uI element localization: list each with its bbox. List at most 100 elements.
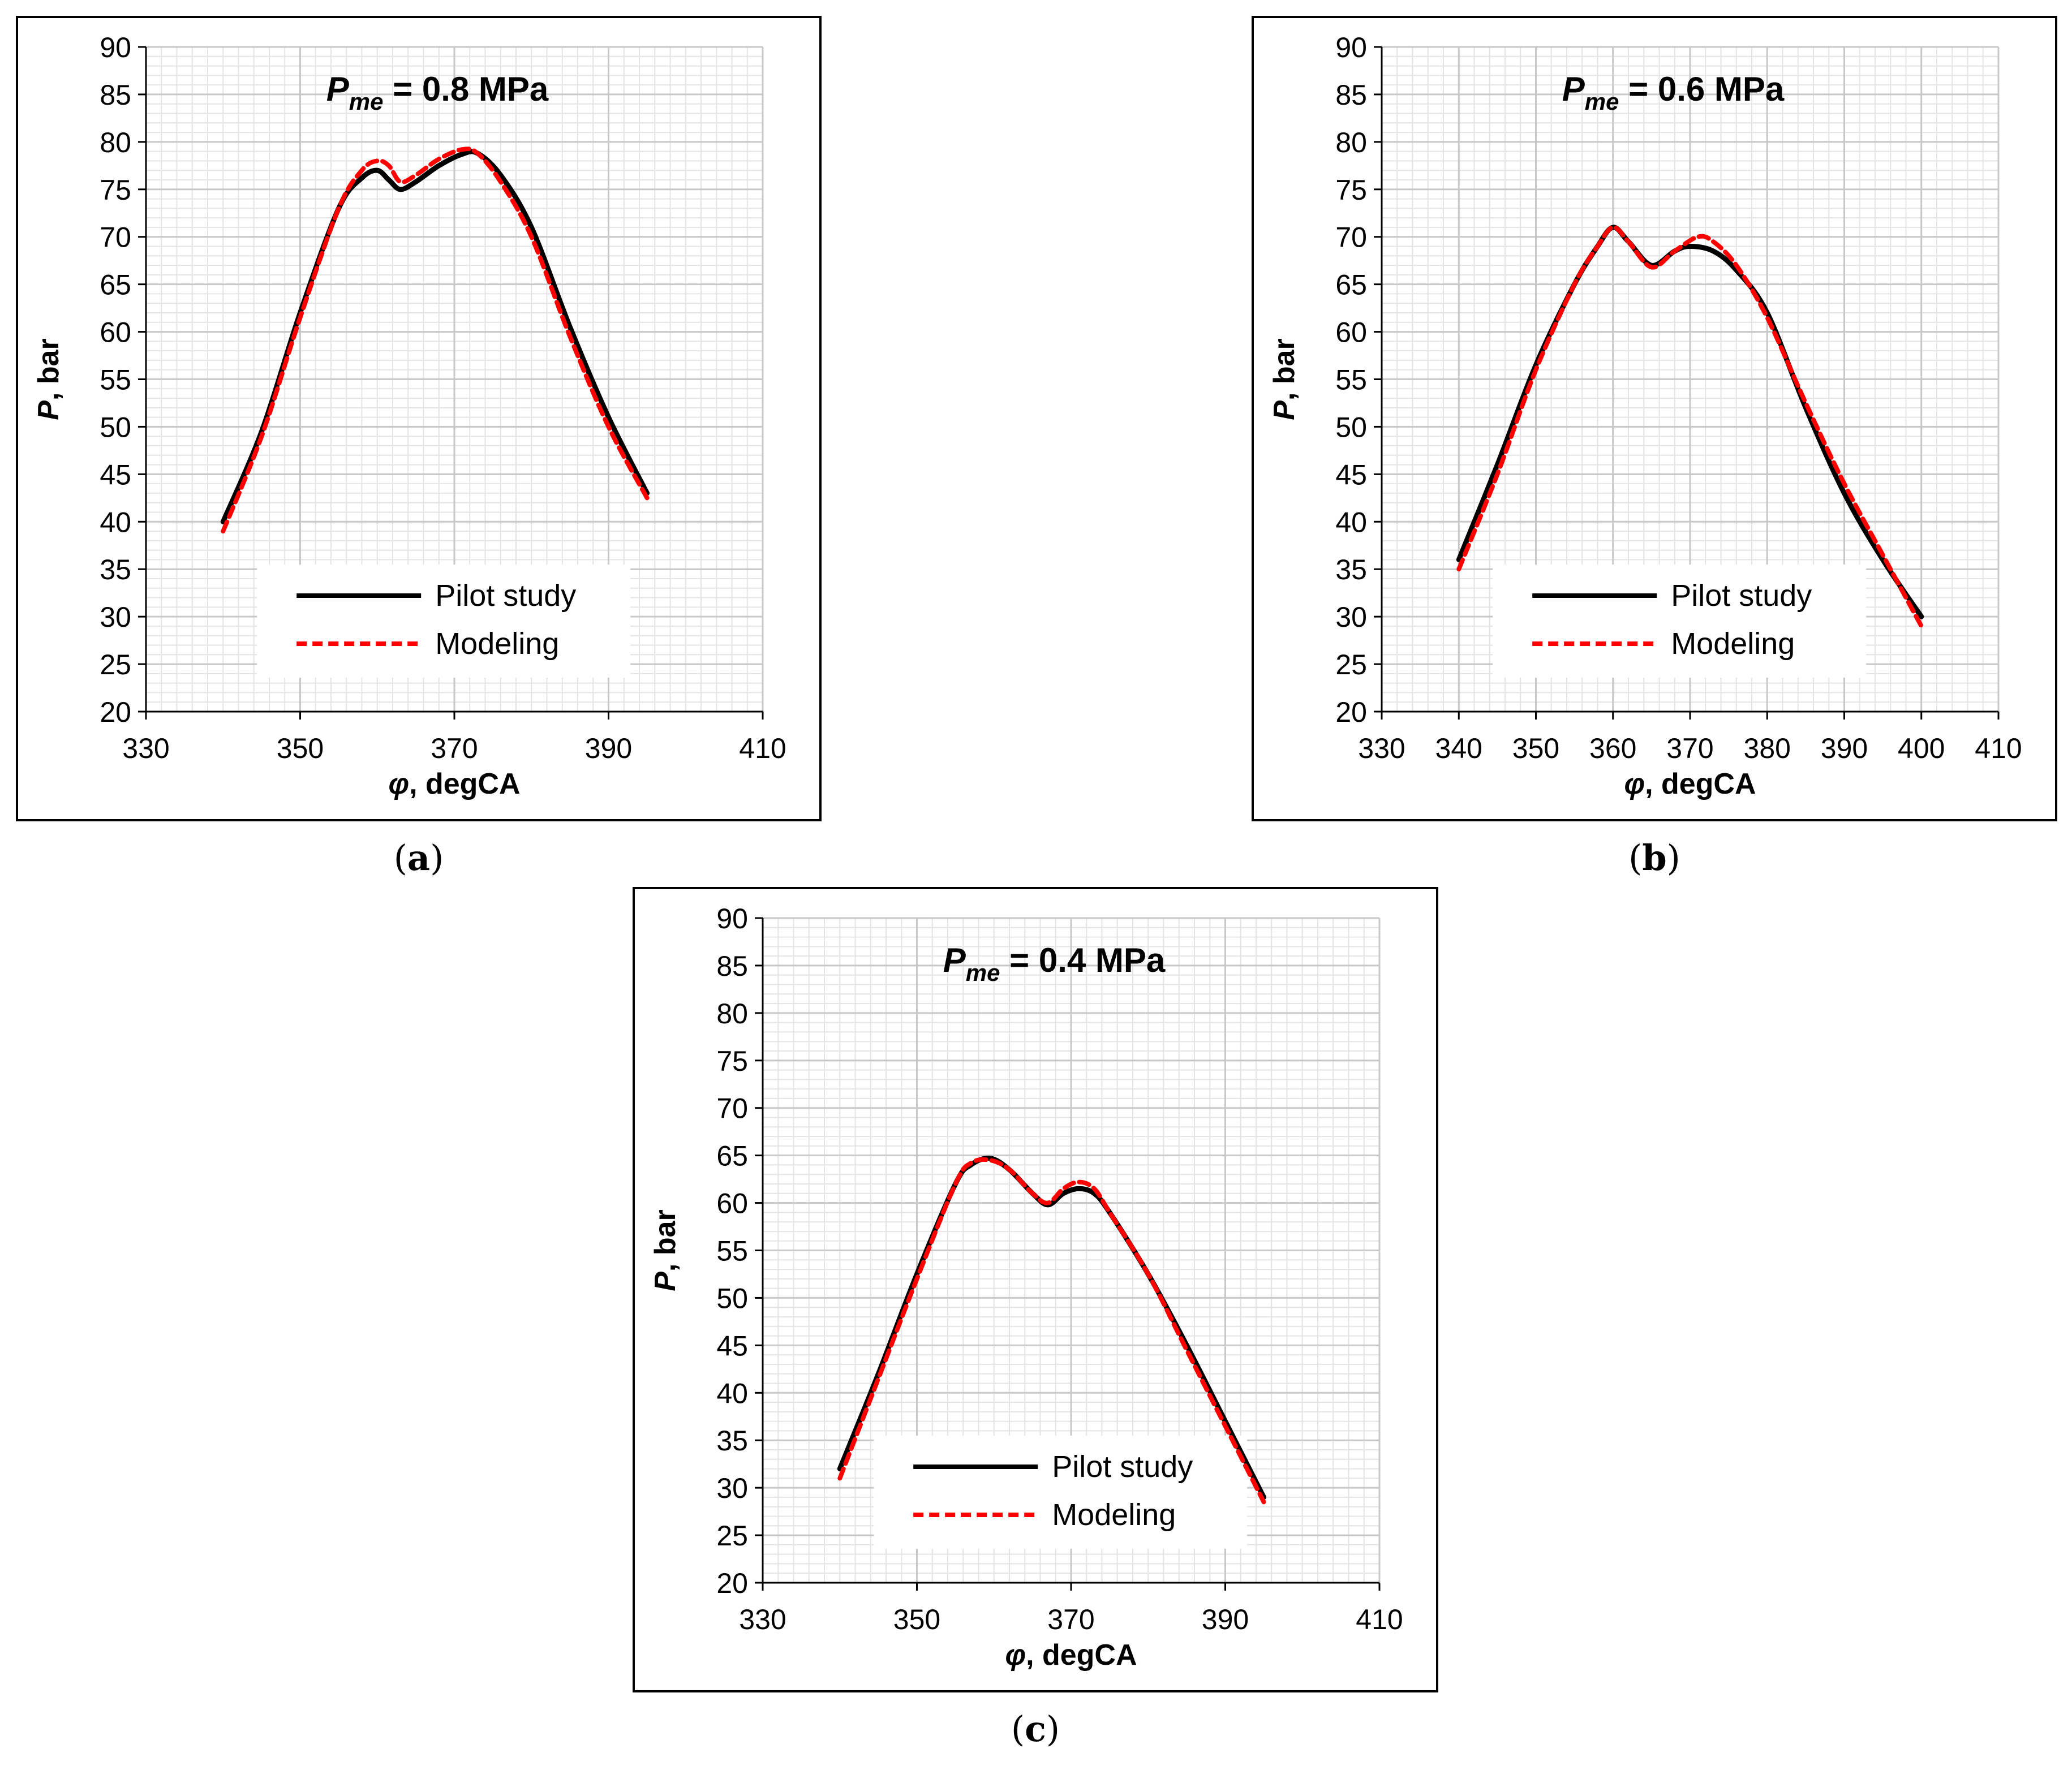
y-tick-label: 85: [100, 79, 131, 111]
chart-title: Pme = 0.6 MPa: [1562, 70, 1785, 115]
panel-caption-b: (b): [1628, 837, 1680, 878]
x-tick-label: 340: [1435, 733, 1482, 764]
title-subscript: me: [966, 959, 1000, 986]
legend-label-modeling: Modeling: [1052, 1498, 1176, 1532]
y-tick-label: 40: [716, 1377, 748, 1409]
x-tick-label: 370: [1666, 733, 1713, 764]
y-tick-label: 85: [716, 950, 748, 982]
x-tick-label: 370: [431, 733, 478, 764]
chart-b: 20 25 30 35 40 45 50 55 60 65 70 75 80 85 90 330 340 350 3…: [1268, 32, 2022, 800]
y-tick-label: 55: [100, 364, 131, 396]
y-tick-label: 75: [100, 174, 131, 206]
legend-label-modeling: Modeling: [435, 627, 559, 661]
x-tick-label: 350: [1512, 733, 1559, 764]
legend-box: [1493, 565, 1867, 678]
legend-label-modeling: Modeling: [1671, 627, 1795, 661]
y-axis-label-unit: , bar: [32, 338, 65, 400]
x-axis-label: φ, degCA: [388, 768, 520, 800]
y-tick-label: 50: [1335, 411, 1367, 443]
y-tick-label: 70: [100, 222, 131, 253]
y-axis-label: P, bar: [649, 1209, 682, 1291]
y-tick-label: 75: [716, 1045, 748, 1077]
y-tick-label: 60: [716, 1188, 748, 1220]
panel-frame-a: [16, 16, 822, 821]
y-tick-label: 20: [1335, 696, 1367, 728]
y-tick-label: 85: [1335, 79, 1367, 111]
y-tick-label: 20: [100, 696, 131, 728]
y-tick-label: 60: [1335, 317, 1367, 348]
series-line-pilot-study: [220, 149, 650, 524]
panel-caption-a: (a): [393, 837, 444, 878]
panel-frame-b: [1252, 16, 2057, 821]
chart-title: Pme = 0.8 MPa: [326, 70, 549, 115]
y-tick-label: 25: [1335, 649, 1367, 680]
y-tick-label: 60: [100, 317, 131, 348]
title-variable: P: [326, 70, 350, 108]
y-axis-label-unit: , bar: [1268, 338, 1301, 400]
legend-label-pilot: Pilot study: [1052, 1450, 1193, 1484]
y-tick-label: 35: [1335, 554, 1367, 585]
y-tick-label: 25: [716, 1520, 748, 1552]
gridlines: [762, 917, 1381, 1584]
x-tick-label: 350: [893, 1604, 940, 1635]
y-tick-label: 45: [1335, 459, 1367, 490]
title-variable: P: [1562, 70, 1585, 108]
x-tick-label: 390: [1202, 1604, 1249, 1635]
legend-label-pilot: Pilot study: [435, 579, 576, 613]
x-axis-label-variable: φ: [1624, 768, 1645, 800]
legend-box: [874, 1436, 1248, 1549]
y-tick-label: 65: [100, 269, 131, 301]
x-tick-label: 350: [277, 733, 324, 764]
series-line-modeling: [221, 147, 650, 534]
y-tick-label: 65: [716, 1140, 748, 1172]
x-axis-label-variable: φ: [1005, 1639, 1026, 1672]
x-axis-label-unit: , degCA: [1026, 1639, 1137, 1672]
y-tick-label: 90: [716, 903, 748, 934]
y-axis-label-variable: P: [1268, 400, 1301, 420]
x-tick-label: 390: [1821, 733, 1868, 764]
x-axis-label: φ, degCA: [1005, 1639, 1137, 1672]
y-axis-label: P, bar: [32, 338, 65, 420]
y-tick-label: 80: [1335, 127, 1367, 158]
panel-frame-c: [633, 887, 1438, 1692]
x-tick-label: 410: [739, 733, 786, 764]
y-tick-label: 80: [100, 127, 131, 158]
x-tick-label: 390: [585, 733, 632, 764]
chart-title: Pme = 0.4 MPa: [943, 941, 1166, 986]
title-subscript: me: [349, 88, 384, 115]
y-tick-label: 35: [716, 1425, 748, 1457]
y-tick-label: 70: [1335, 222, 1367, 253]
x-tick-label: 410: [1975, 733, 2022, 764]
x-tick-label: 330: [1358, 733, 1405, 764]
chart-c: 20 25 30 35 40 45 50 55 60 65 70 75 80 85 90 330 350 370 3…: [649, 903, 1403, 1672]
chart-a: 20 25 30 35 40 45 50 55 60 65 70 75 80 85 90 330 350 370 3…: [32, 32, 786, 800]
x-tick-label: 400: [1898, 733, 1945, 764]
y-tick-label: 90: [100, 32, 131, 63]
series-line-modeling: [1456, 225, 1924, 628]
y-axis-label-variable: P: [649, 1272, 682, 1291]
y-tick-label: 55: [1335, 364, 1367, 396]
y-tick-label: 45: [716, 1330, 748, 1362]
series-line-modeling: [837, 1157, 1266, 1505]
x-axis-label: φ, degCA: [1624, 768, 1756, 800]
x-axis-label-unit: , degCA: [409, 768, 520, 800]
y-tick-label: 50: [716, 1282, 748, 1314]
y-tick-label: 35: [100, 554, 131, 585]
y-tick-label: 45: [100, 459, 131, 490]
y-axis-label: P, bar: [1268, 338, 1301, 420]
y-tick-label: 30: [1335, 601, 1367, 633]
y-tick-label: 25: [100, 649, 131, 680]
y-tick-label: 30: [716, 1472, 748, 1504]
y-tick-label: 40: [100, 506, 131, 538]
y-tick-label: 65: [1335, 269, 1367, 301]
title-variable: P: [943, 941, 966, 979]
y-tick-label: 55: [716, 1235, 748, 1267]
x-tick-label: 330: [122, 733, 169, 764]
y-tick-label: 40: [1335, 506, 1367, 538]
y-axis-label-unit: , bar: [649, 1209, 682, 1272]
y-tick-label: 70: [716, 1093, 748, 1125]
title-value: = 0.8 MPa: [383, 70, 548, 108]
y-tick-label: 30: [100, 601, 131, 633]
panel-caption-c: (c): [1011, 1708, 1060, 1750]
y-tick-label: 90: [1335, 32, 1367, 63]
